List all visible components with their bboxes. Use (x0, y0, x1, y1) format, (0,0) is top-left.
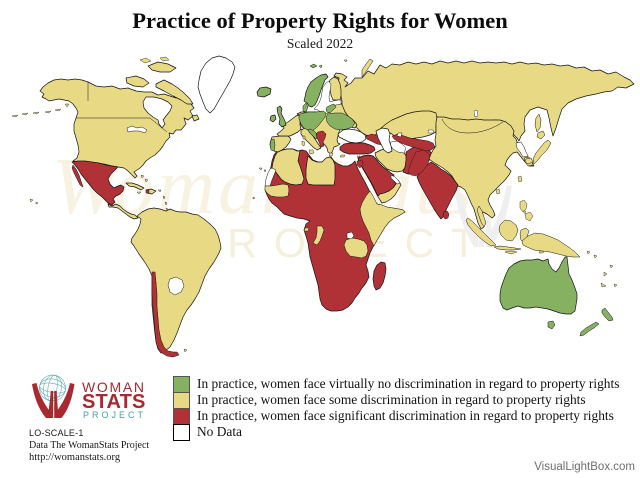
svg-text:STATS: STATS (82, 391, 146, 413)
svg-text:WOMAN: WOMAN (82, 379, 146, 395)
svg-text:PROJECT: PROJECT (83, 410, 146, 420)
